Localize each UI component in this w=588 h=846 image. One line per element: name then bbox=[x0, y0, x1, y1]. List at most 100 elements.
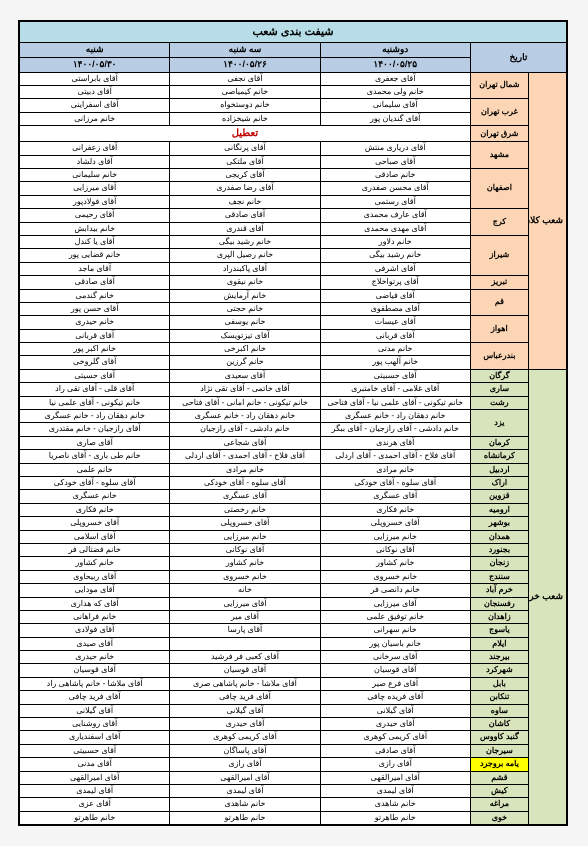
shift-cell: خانم خسروی bbox=[320, 570, 470, 583]
shift-cell: آقای فیاضی bbox=[320, 289, 470, 302]
shift-cell: خانم باسیان پور bbox=[320, 637, 470, 650]
city-label: شمال تهران bbox=[470, 72, 528, 99]
city-label: بوشهر bbox=[470, 517, 528, 530]
shift-cell: خانم شیخزاده bbox=[170, 112, 320, 125]
shift-cell: خانم دهقان راد - خانم عسگری bbox=[170, 410, 320, 423]
shift-cell: آقای فولادپور bbox=[20, 195, 170, 208]
shift-cell: خانم گرزین bbox=[170, 356, 320, 369]
shift-cell: آقای صادقی bbox=[170, 209, 320, 222]
shift-cell: آقای گیلانی bbox=[320, 704, 470, 717]
shift-cell: آقای دریاری منتش bbox=[320, 142, 470, 155]
shift-cell: خانم طاهرتو bbox=[170, 811, 320, 824]
shift-cell: آقای پرتواخلاج bbox=[320, 276, 470, 289]
shift-cell: آقای محسن صفدری bbox=[320, 182, 470, 195]
shift-cell: آقای امیرالقهی bbox=[170, 771, 320, 784]
city-label: گنبد کاووس bbox=[470, 731, 528, 744]
shift-cell: آقای که هداری bbox=[20, 597, 170, 610]
shift-cell: آقای سلوه - آقای خودکی bbox=[20, 477, 170, 490]
shift-cell: خانم طاهرتو bbox=[20, 811, 170, 824]
shift-cell: خانم توفیق علمی bbox=[320, 610, 470, 623]
shift-cell: آقای ملاشا - خانم پاشاهی صری bbox=[170, 677, 320, 690]
shift-cell: خانم طی باری - آقای ناصریا bbox=[20, 450, 170, 463]
shift-cell: آقای مودایی bbox=[20, 584, 170, 597]
shift-cell: آقای اسلامی bbox=[20, 530, 170, 543]
shift-cell: خانم دادشی - آقای رازجیان - آقای ببگر bbox=[320, 423, 470, 436]
shift-cell: خانم سلیمانی bbox=[20, 169, 170, 182]
shift-cell: خانم تیکونی - خانم امانی - آقای فتاحی bbox=[170, 396, 320, 409]
shift-cell: آقای ملاشا - خانم پاشاهی راد bbox=[20, 677, 170, 690]
city-label: کرج bbox=[470, 209, 528, 236]
shift-cell: آقای فرید چافی bbox=[170, 691, 320, 704]
shift-cell: آقای امیرالقهی bbox=[20, 771, 170, 784]
shift-cell: خانم آرمایش bbox=[170, 289, 320, 302]
shift-cell: خانم رشید بیگی bbox=[320, 249, 470, 262]
city-label: بجنورد bbox=[470, 543, 528, 556]
shift-cell: آقای مهدی محمدی bbox=[320, 222, 470, 235]
day-name: سه شنبه bbox=[170, 43, 320, 58]
shift-cell: آقای حسن پور bbox=[20, 302, 170, 315]
shift-cell: آقای رازی bbox=[170, 758, 320, 771]
shift-cell: خانم اکبر پور bbox=[20, 343, 170, 356]
city-label: زنجان bbox=[470, 557, 528, 570]
shift-cell: خانم دهقان راد - خانم عسگری bbox=[20, 410, 170, 423]
shift-cell: آقای زعفرانی bbox=[20, 142, 170, 155]
shift-cell: خانم آلهب پور bbox=[320, 356, 470, 369]
shift-cell: آقای اسفراینی bbox=[20, 99, 170, 112]
shift-cell: آقای حسبیتی bbox=[320, 369, 470, 382]
shift-cell: خانم سهرانی bbox=[320, 624, 470, 637]
shift-cell: خانم میرزایی bbox=[170, 530, 320, 543]
shift-cell: آقای بابراستی bbox=[20, 72, 170, 85]
shift-cell: آقای هرندی bbox=[320, 436, 470, 449]
shift-cell: آقای کریمی کوهری bbox=[320, 731, 470, 744]
shift-cell: آقای فولادی bbox=[20, 624, 170, 637]
shift-cell: آقای حسیتی bbox=[20, 369, 170, 382]
shift-cell: آقای رازی bbox=[320, 758, 470, 771]
shift-cell: خانم ولی محمدی bbox=[320, 86, 470, 99]
shift-cell: آقای صیدی bbox=[20, 637, 170, 650]
shift-cell: آقای امیرالقهی bbox=[320, 771, 470, 784]
shift-cell: آقای عسگری bbox=[320, 490, 470, 503]
day-name: دوشنبه bbox=[320, 43, 470, 58]
shift-cell: آقای صباحی bbox=[320, 155, 470, 168]
day-date: ۱۴۰۰/۰۵/۲۵ bbox=[320, 57, 470, 72]
group-label: شعب خرد bbox=[528, 369, 566, 824]
shift-cell: آقای مصطفوی bbox=[320, 302, 470, 315]
city-label: اردبیل bbox=[470, 463, 528, 476]
shift-cell: آقای اشرفی bbox=[320, 262, 470, 275]
shift-cell: آقای پاکبندراد bbox=[170, 262, 320, 275]
shift-cell: خانم قضایی پور bbox=[20, 249, 170, 262]
city-label: یزد bbox=[470, 410, 528, 437]
city-label: اراک bbox=[470, 477, 528, 490]
shift-cell: آقای سلوه - آقای خودکی bbox=[320, 477, 470, 490]
shift-cell: خانم دانصی فر bbox=[320, 584, 470, 597]
schedule-sheet: شیفت بندی شعبتاریخدوشنبهسه شنبهشنبه۱۴۰۰/… bbox=[18, 20, 568, 826]
city-label: گرگان bbox=[470, 369, 528, 382]
shift-cell: آقای سلیمانی bbox=[320, 99, 470, 112]
shift-cell: خانم میرزایی bbox=[320, 530, 470, 543]
shift-cell: آقای یا کندل bbox=[20, 235, 170, 248]
shift-cell: آقای قندری bbox=[170, 222, 320, 235]
shift-cell: آقای صادقی bbox=[320, 744, 470, 757]
shift-cell: آقای حسبیتی bbox=[20, 744, 170, 757]
city-label: همدان bbox=[470, 530, 528, 543]
shift-cell: آقای ربیحاوی bbox=[20, 570, 170, 583]
city-label: سنندج bbox=[470, 570, 528, 583]
shift-cell: آقای پرنگانی bbox=[170, 142, 320, 155]
shift-cell: خانم فکاری bbox=[20, 503, 170, 516]
shift-cell: خانم کشاور bbox=[20, 557, 170, 570]
city-label: خرم آباد bbox=[470, 584, 528, 597]
shift-cell: خانم فضتالی فر bbox=[20, 543, 170, 556]
shift-cell: خانم اکبرخی bbox=[170, 343, 320, 356]
shift-cell: خانم کشاور bbox=[320, 557, 470, 570]
shift-cell: خانم گندمی bbox=[20, 289, 170, 302]
shift-cell: خانم شاهدی bbox=[170, 798, 320, 811]
shift-cell: آقای سعیدی bbox=[170, 369, 320, 382]
city-label: بابل bbox=[470, 677, 528, 690]
shift-cell: خانم صادقی bbox=[320, 169, 470, 182]
shift-cell: خانم مرادی bbox=[320, 463, 470, 476]
shift-cell: آقای کریمی کوهری bbox=[170, 731, 320, 744]
shift-cell: آقای گندیان پور bbox=[320, 112, 470, 125]
shift-cell: آقای سرخانی bbox=[320, 651, 470, 664]
shift-cell: خانم رصیل الپری bbox=[170, 249, 320, 262]
shift-cell: آقای صاری bbox=[20, 436, 170, 449]
